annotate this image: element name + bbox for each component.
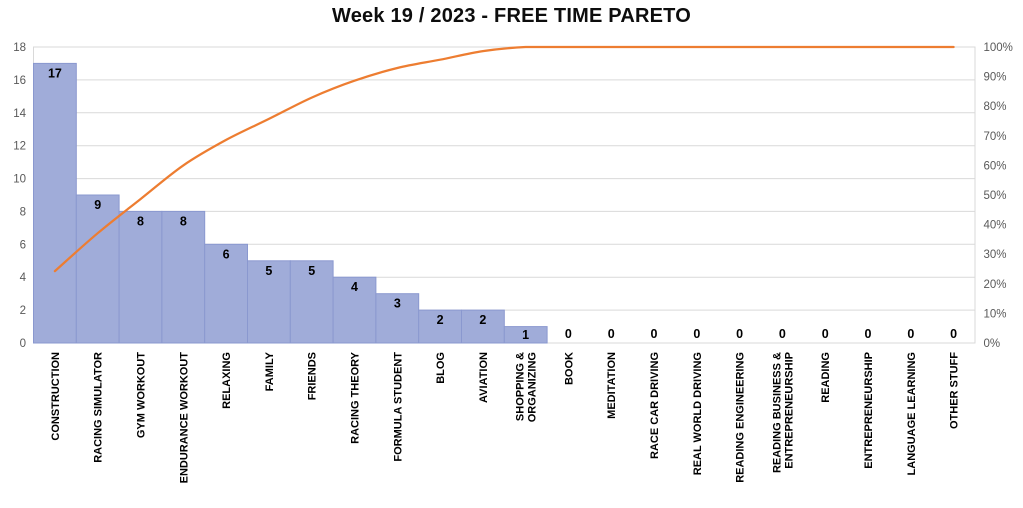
bar-value-label: 9 — [94, 198, 101, 212]
left-axis-tick: 12 — [13, 141, 26, 153]
category-label: GYM WORKOUT — [136, 352, 148, 438]
category-label: READING — [820, 352, 832, 403]
category-label: BLOG — [435, 352, 447, 384]
category-label: OTHER STUFF — [949, 352, 961, 429]
left-axis-tick: 2 — [20, 305, 26, 317]
category-label: SHOPPING & — [515, 352, 527, 421]
bar — [118, 210, 163, 344]
category-label: CONSTRUCTION — [50, 352, 62, 441]
category-label: BOOK — [563, 352, 575, 385]
right-axis-tick: 0% — [984, 338, 1001, 350]
right-axis: 0% 10% 20% 30% 40% 50% 60% 70% 80% 90% 100% — [984, 42, 1013, 350]
left-axis-tick: 10 — [13, 174, 26, 186]
category-label: ENTREPRENEURSHIP — [783, 352, 795, 469]
bar-value-label: 6 — [223, 247, 230, 261]
bar-value-label: 17 — [48, 66, 62, 80]
bar — [375, 293, 420, 344]
category-label: RACE CAR DRIVING — [649, 352, 661, 459]
bar-value-label: 0 — [693, 327, 700, 341]
bar — [33, 62, 77, 344]
bar-value-labels: 17 9 8 8 6 5 5 4 3 2 2 1 0 0 0 0 0 0 0 0 0 0 — [48, 66, 957, 342]
bar-series — [33, 62, 548, 344]
left-axis-tick: 18 — [13, 42, 26, 54]
bar-value-label: 0 — [822, 327, 829, 341]
right-axis-tick: 100% — [984, 42, 1013, 54]
bar-value-label: 2 — [437, 313, 444, 327]
bar-value-label: 8 — [180, 214, 187, 228]
bar — [332, 276, 377, 344]
category-label: LANGUAGE LEARNING — [906, 352, 918, 475]
category-label: RACING SIMULATOR — [93, 352, 105, 463]
bar — [461, 309, 505, 344]
category-label: RACING THEORY — [350, 351, 362, 444]
bar — [247, 260, 291, 344]
category-label: ENDURANCE WORKOUT — [178, 352, 190, 484]
bar-value-label: 0 — [779, 327, 786, 341]
bar — [75, 194, 120, 344]
category-label: FRIENDS — [307, 352, 319, 400]
bar-value-label: 2 — [479, 313, 486, 327]
right-axis-tick: 20% — [984, 279, 1007, 291]
bar-value-label: 1 — [522, 328, 529, 342]
bar-value-label: 0 — [950, 327, 957, 341]
left-axis-tick: 0 — [20, 338, 26, 350]
category-label: READING ENGINEERING — [735, 352, 747, 483]
right-axis-tick: 40% — [984, 220, 1007, 232]
right-axis-tick: 60% — [984, 160, 1007, 172]
bar-value-label: 0 — [736, 327, 743, 341]
left-axis-tick: 16 — [13, 75, 26, 87]
right-axis-tick: 80% — [984, 101, 1007, 113]
left-axis: 0 2 4 6 8 10 12 14 16 18 — [13, 42, 26, 350]
bar-value-label: 3 — [394, 297, 401, 311]
category-label: ENTREPRENEURSHIP — [863, 352, 875, 469]
category-label: FORMULA STUDENT — [392, 352, 404, 462]
bar-value-label: 0 — [865, 327, 872, 341]
bar — [418, 309, 463, 344]
bar-value-label: 0 — [565, 327, 572, 341]
right-axis-tick: 50% — [984, 190, 1007, 202]
bar-value-label: 8 — [137, 214, 144, 228]
bar-value-label: 5 — [308, 264, 315, 278]
category-label: REAL WORLD DRIVING — [692, 352, 704, 475]
category-label: ORGANIZING — [527, 352, 539, 422]
right-axis-tick: 30% — [984, 249, 1007, 261]
bar-value-label: 0 — [651, 327, 658, 341]
category-label: RELAXING — [221, 352, 233, 409]
cumulative-line — [53, 45, 955, 273]
category-label: READING BUSINESS & — [771, 352, 783, 473]
bar-value-label: 0 — [608, 327, 615, 341]
bar-value-label: 5 — [265, 264, 272, 278]
right-axis-tick: 10% — [984, 308, 1007, 320]
category-labels: CONSTRUCTION RACING SIMULATOR GYM WORKOUT E… — [50, 351, 961, 483]
bar — [503, 326, 548, 344]
left-axis-tick: 4 — [20, 272, 27, 284]
category-label: MEDITATION — [606, 352, 618, 419]
bar — [289, 260, 334, 344]
bar — [161, 210, 206, 344]
category-label: AVIATION — [478, 352, 490, 403]
bar-value-label: 0 — [907, 327, 914, 341]
category-label: FAMILY — [264, 351, 276, 391]
right-axis-tick: 70% — [984, 131, 1007, 143]
left-axis-tick: 14 — [13, 108, 26, 120]
chart-title: Week 19 / 2023 - FREE TIME PARETO — [332, 5, 691, 27]
right-axis-tick: 90% — [984, 72, 1007, 84]
bar-value-label: 4 — [351, 280, 358, 294]
left-axis-tick: 6 — [20, 239, 26, 251]
left-axis-tick: 8 — [20, 206, 26, 218]
